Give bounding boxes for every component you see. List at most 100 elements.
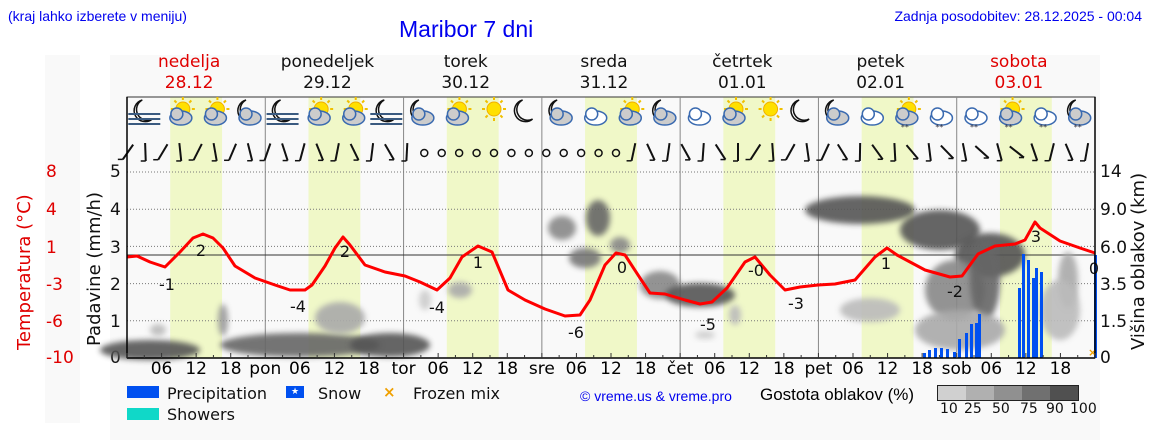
weather-icon xyxy=(687,107,712,126)
weather-icon: ** xyxy=(964,107,988,132)
svg-text:**: ** xyxy=(1005,123,1013,132)
temp-label: 1 xyxy=(473,253,483,272)
day-name: sreda xyxy=(580,52,628,72)
svg-text:**: ** xyxy=(901,123,909,132)
temp-label: -2 xyxy=(947,282,963,301)
page-title: Maribor 7 dni xyxy=(399,16,534,42)
day-name: četrtek xyxy=(712,52,773,72)
day-name: sobota xyxy=(990,52,1048,72)
weather-icon xyxy=(307,97,334,126)
axis-tick: 1.5 xyxy=(1100,312,1128,332)
density-tick: 75 xyxy=(1020,401,1038,417)
day-name: torek xyxy=(443,52,488,72)
temp-label: -6 xyxy=(568,323,584,342)
day-date: 01.01 xyxy=(717,73,767,93)
temp-label: 2 xyxy=(196,241,206,260)
x-tick-label: sob xyxy=(941,359,972,379)
x-tick-label: tor xyxy=(391,359,416,379)
x-tick-label: 18 xyxy=(496,359,519,379)
x-tick-label: 12 xyxy=(461,359,484,379)
weather-icon xyxy=(583,107,608,126)
x-tick-label: čet xyxy=(666,359,694,379)
x-tick-label: 18 xyxy=(773,359,795,379)
axis-tick: 5 xyxy=(110,162,121,182)
axis-tick: 9.0 xyxy=(1100,200,1128,220)
axis-tick: 6.0 xyxy=(1100,238,1128,258)
axis-tick: -3 xyxy=(46,275,63,295)
weather-icon xyxy=(758,97,783,121)
axis-tick: 0 xyxy=(110,348,121,368)
density-tick: 50 xyxy=(992,401,1010,417)
axis-tick: 0 xyxy=(1100,348,1111,368)
temp-label: -5 xyxy=(700,315,716,334)
x-tick-label: 06 xyxy=(565,359,588,379)
showers-swatch xyxy=(127,408,159,420)
axis-tick: 4 xyxy=(46,200,57,220)
x-tick-label: 12 xyxy=(600,359,622,379)
x-tick-label: 12 xyxy=(185,359,207,379)
legend-frozen-mix: Frozen mix xyxy=(413,384,501,403)
axis-tick: 3.5 xyxy=(1100,275,1128,295)
x-tick-label: 18 xyxy=(219,359,242,379)
snow-icon: ★ xyxy=(286,386,304,398)
x-tick-label: 12 xyxy=(738,359,761,379)
svg-text:**: ** xyxy=(935,123,943,132)
weather-icon xyxy=(370,99,403,125)
svg-text:×: × xyxy=(1088,346,1097,359)
temp-label: 1 xyxy=(881,254,891,273)
weather-icon xyxy=(410,99,435,126)
legend-snow: Snow xyxy=(318,384,362,403)
weather-icon: ** xyxy=(1066,99,1092,132)
axis-tick: 4 xyxy=(110,200,121,220)
density-tick: 25 xyxy=(964,401,982,417)
day-date: 03.01 xyxy=(994,73,1044,93)
weather-icon xyxy=(237,99,262,126)
day-date: 31.12 xyxy=(579,73,629,93)
day-date: 30.12 xyxy=(441,73,491,93)
x-tick-label: 12 xyxy=(323,359,346,379)
x-tick-label: pon xyxy=(249,359,282,379)
axis-tick: -6 xyxy=(46,312,63,332)
day-date: 29.12 xyxy=(303,73,352,93)
x-tick-label: 12 xyxy=(876,359,899,379)
temp-label: -0 xyxy=(748,261,764,280)
svg-text:**: ** xyxy=(970,123,978,132)
axis-tick: -10 xyxy=(46,348,74,368)
density-tick: 90 xyxy=(1046,401,1064,417)
temp-axis-panel xyxy=(45,55,80,423)
weather-icon xyxy=(266,99,299,125)
copyright-link[interactable]: © vreme.us & vreme.pro xyxy=(580,388,732,404)
temp-label: 0 xyxy=(617,258,627,277)
x-tick-label: 06 xyxy=(703,359,726,379)
x-tick-label: 06 xyxy=(980,359,1003,379)
frozen-mix-icon: × xyxy=(383,383,396,401)
axis-tick: 2 xyxy=(110,275,121,295)
weather-icon xyxy=(618,97,645,126)
x-tick-label: pet xyxy=(804,359,833,379)
day-date: 28.12 xyxy=(164,73,214,93)
weather-icon xyxy=(790,99,810,123)
day-name: nedelja xyxy=(157,52,221,72)
day-name: petek xyxy=(856,52,905,72)
x-tick-label: 06 xyxy=(289,359,311,379)
weather-icon: ** xyxy=(929,107,954,132)
axis-tick: 1 xyxy=(46,238,57,258)
weather-icon xyxy=(482,97,506,121)
x-tick-label: 18 xyxy=(358,359,380,379)
weather-icon xyxy=(722,97,748,126)
svg-text:**: ** xyxy=(1074,123,1082,132)
density-tick: 10 xyxy=(940,401,958,417)
axis-tick: 1 xyxy=(110,312,121,332)
temp-label: 0 xyxy=(1089,259,1099,278)
weather-icon xyxy=(169,97,195,126)
svg-text:**: ** xyxy=(1039,123,1047,132)
legend-showers: Showers xyxy=(167,405,235,424)
location-menu-hint[interactable]: (kraj lahko izberete v meniju) xyxy=(8,8,187,24)
weather-icon: ** xyxy=(1033,107,1057,132)
density-tick: 100 xyxy=(1070,401,1097,417)
cloud-density-title: Gostota oblakov (%) xyxy=(760,385,915,404)
weather-icon xyxy=(548,99,573,126)
cloud-density-scale xyxy=(937,385,1079,401)
legend-precipitation: Precipitation xyxy=(167,384,268,403)
weather-icon xyxy=(860,107,885,126)
